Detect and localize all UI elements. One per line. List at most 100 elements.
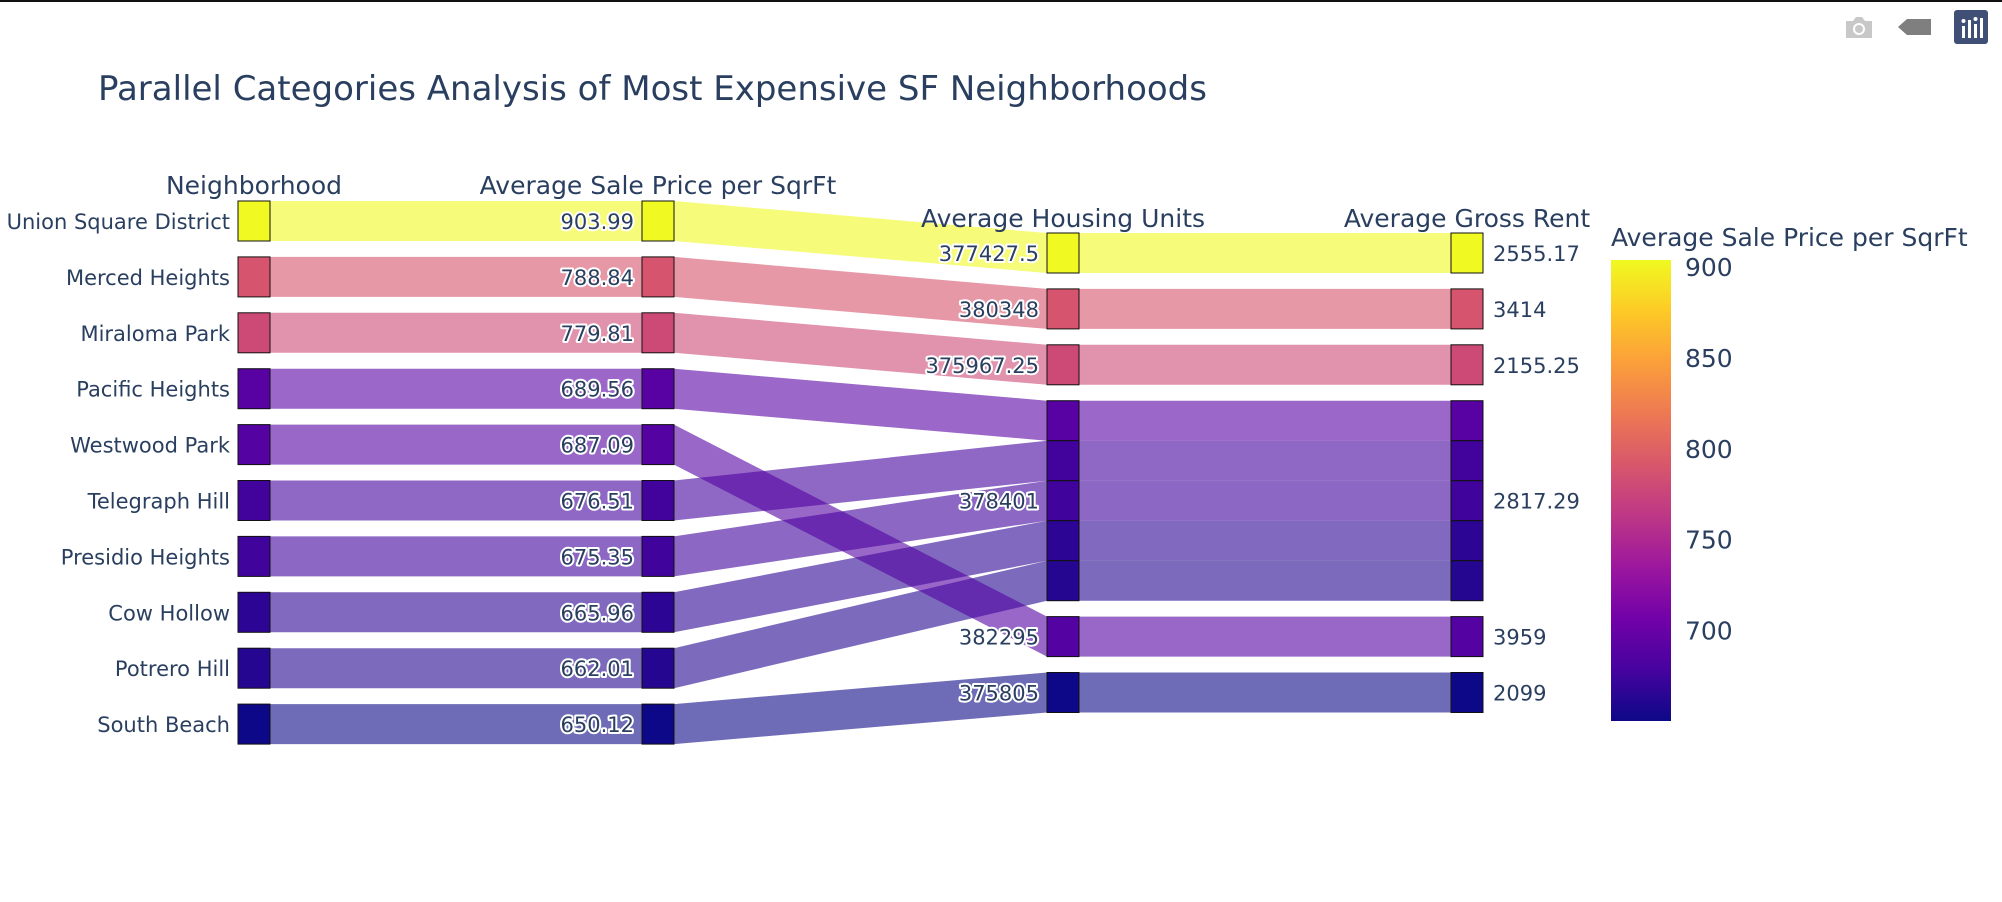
category-box-2-3-0[interactable] (1046, 400, 1080, 442)
ribbon-pacific-heights-seg1[interactable] (674, 368, 1047, 441)
category-label: 687.09 (561, 434, 634, 458)
ribbon-cow-hollow-seg0[interactable] (270, 592, 642, 633)
category-box-2-2-0[interactable] (1046, 344, 1080, 386)
category-box-1-9-0[interactable] (641, 703, 675, 745)
ribbon-union-square-district-seg2[interactable] (1079, 233, 1451, 273)
plotly-logo-icon[interactable] (1954, 10, 1988, 44)
ribbon-presidio-heights-seg2[interactable] (1079, 480, 1451, 521)
tag-icon[interactable] (1898, 10, 1932, 44)
category-box-0-3-0[interactable] (237, 368, 271, 410)
category-label: 788.84 (561, 266, 634, 290)
category-box-2-4-0[interactable] (1046, 616, 1080, 658)
category-box-1-2-0[interactable] (641, 312, 675, 354)
category-label: 2817.29 (1493, 490, 1580, 514)
ribbon-cow-hollow-seg1[interactable] (674, 520, 1047, 633)
category-label: Westwood Park (70, 434, 231, 458)
category-label: 779.81 (561, 322, 634, 346)
category-box-3-3-1[interactable] (1450, 440, 1484, 482)
ribbon-south-beach-seg2[interactable] (1079, 672, 1451, 713)
category-box-0-5-0[interactable] (237, 480, 271, 521)
ribbon-telegraph-hill-seg0[interactable] (270, 480, 642, 521)
category-label-halo: 676.51 (561, 490, 634, 514)
ribbon-cow-hollow-seg2[interactable] (1079, 520, 1451, 561)
category-label-halo: 375967.25 (925, 354, 1039, 378)
category-box-1-5-0[interactable] (641, 480, 675, 521)
ribbon-telegraph-hill-seg2[interactable] (1079, 440, 1451, 481)
category-label-halo: 675.35 (561, 545, 634, 569)
category-label-halo: 377427.5 (939, 242, 1039, 266)
category-box-2-0-0[interactable] (1046, 232, 1080, 274)
category-label-halo: 378401 (959, 490, 1039, 514)
category-box-0-4-0[interactable] (237, 424, 271, 466)
category-box-3-2-0[interactable] (1450, 344, 1484, 386)
category-label: 3414 (1493, 298, 1546, 322)
category-label: 675.35 (561, 545, 634, 569)
dimension-label-3: Average Gross Rent (1344, 204, 1590, 233)
category-box-2-5-0[interactable] (1046, 672, 1080, 713)
ribbon-potrero-hill-seg2[interactable] (1079, 560, 1451, 601)
category-box-3-3-0[interactable] (1450, 400, 1484, 442)
category-box-0-0-0[interactable] (237, 200, 271, 242)
category-box-0-9-0[interactable] (237, 703, 271, 745)
category-label-halo: 779.81 (561, 322, 634, 346)
category-box-2-3-3[interactable] (1046, 520, 1080, 562)
category-box-0-2-0[interactable] (237, 312, 271, 354)
category-box-1-3-0[interactable] (641, 368, 675, 410)
ribbon-south-beach-seg1[interactable] (674, 672, 1047, 745)
ribbon-presidio-heights-seg0[interactable] (270, 536, 642, 577)
ribbon-pacific-heights-seg2[interactable] (1079, 400, 1451, 441)
category-box-2-3-2[interactable] (1046, 480, 1080, 522)
category-label-halo: 665.96 (561, 601, 634, 625)
ribbon-union-square-district-seg1[interactable] (674, 201, 1047, 273)
ribbon-westwood-park-seg0[interactable] (270, 424, 642, 465)
dimension-label-2: Average Housing Units (921, 204, 1205, 233)
category-label-halo: 788.84 (561, 266, 634, 290)
category-box-1-0-0[interactable] (641, 200, 675, 242)
category-label: 665.96 (561, 601, 634, 625)
category-label: 380348 (959, 298, 1039, 322)
category-label-halo: 689.56 (561, 378, 634, 402)
ribbon-miraloma-park-seg1[interactable] (674, 312, 1047, 385)
ribbon-miraloma-park-seg0[interactable] (270, 312, 642, 353)
ribbon-westwood-park-seg1[interactable] (674, 424, 1047, 657)
category-label: Merced Heights (66, 266, 230, 290)
category-box-3-4-0[interactable] (1450, 616, 1484, 658)
category-box-1-4-0[interactable] (641, 424, 675, 466)
ribbon-pacific-heights-seg0[interactable] (270, 368, 642, 409)
category-label: 903.99 (561, 210, 634, 234)
category-box-2-3-1[interactable] (1046, 440, 1080, 482)
ribbon-merced-heights-seg0[interactable] (270, 256, 642, 297)
category-box-1-1-0[interactable] (641, 256, 675, 298)
category-box-3-3-3[interactable] (1450, 520, 1484, 562)
ribbon-union-square-district-seg0[interactable] (270, 201, 642, 241)
category-box-0-8-0[interactable] (237, 647, 271, 689)
dimensions-layer: Neighborhood Union Square District Merced … (7, 171, 1590, 745)
chart-title: Parallel Categories Analysis of Most Exp… (98, 69, 1207, 109)
category-box-1-7-0[interactable] (641, 591, 675, 633)
category-label: 2099 (1493, 682, 1546, 706)
ribbon-merced-heights-seg1[interactable] (674, 256, 1047, 329)
camera-icon[interactable] (1842, 10, 1876, 44)
ribbon-potrero-hill-seg0[interactable] (270, 648, 642, 689)
ribbon-south-beach-seg0[interactable] (270, 704, 642, 745)
ribbon-miraloma-park-seg2[interactable] (1079, 344, 1451, 385)
colorbar-tick-label: 750 (1685, 526, 1733, 555)
category-box-3-1-0[interactable] (1450, 288, 1484, 330)
category-box-1-8-0[interactable] (641, 647, 675, 689)
category-label-halo: 650.12 (561, 713, 634, 737)
category-box-3-3-4[interactable] (1450, 560, 1484, 602)
ribbon-merced-heights-seg2[interactable] (1079, 288, 1451, 329)
category-box-2-3-4[interactable] (1046, 560, 1080, 602)
category-box-3-5-0[interactable] (1450, 672, 1484, 713)
category-box-3-0-0[interactable] (1450, 232, 1484, 274)
category-box-0-7-0[interactable] (237, 591, 271, 633)
ribbon-westwood-park-seg2[interactable] (1079, 616, 1451, 657)
category-label-halo: 380348 (959, 298, 1039, 322)
category-box-2-1-0[interactable] (1046, 288, 1080, 330)
category-label: South Beach (97, 713, 230, 737)
category-box-3-3-2[interactable] (1450, 480, 1484, 522)
category-box-0-6-0[interactable] (237, 535, 271, 577)
category-box-0-1-0[interactable] (237, 256, 271, 298)
category-box-1-6-0[interactable] (641, 535, 675, 577)
